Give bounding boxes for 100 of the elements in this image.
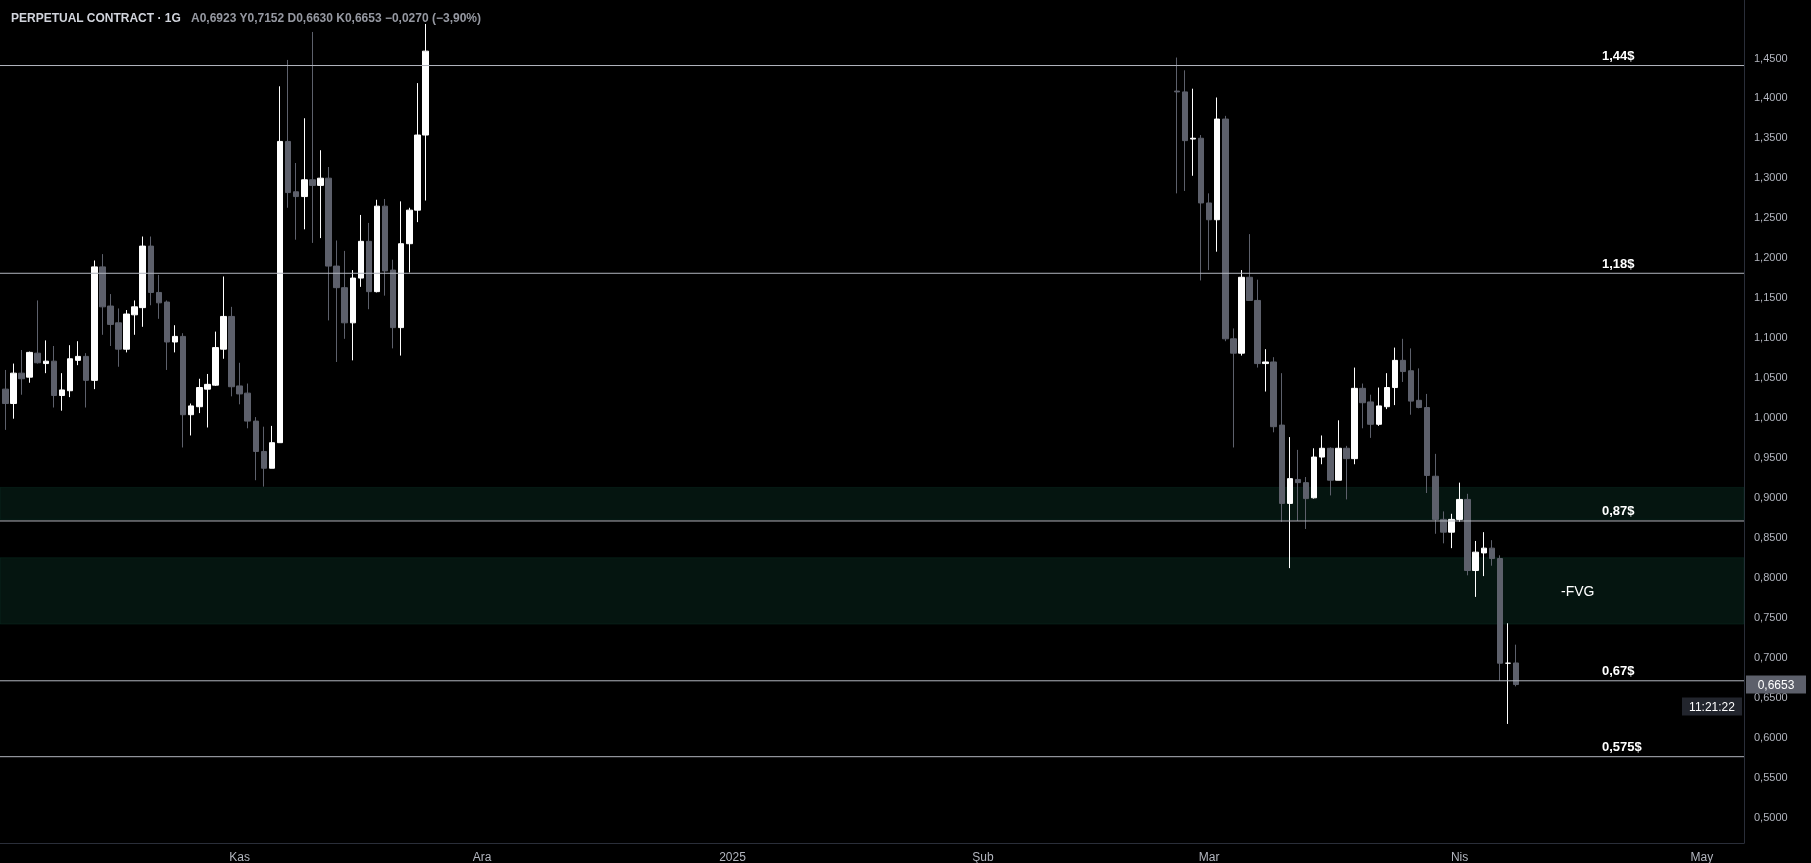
candlestick: [1416, 367, 1422, 409]
candlestick: [1376, 387, 1382, 427]
candlestick: [156, 274, 162, 320]
candlestick: [172, 324, 178, 353]
candlestick: [1238, 269, 1245, 357]
candlestick: [366, 222, 372, 310]
candlestick: [1214, 96, 1220, 253]
candlestick: [1505, 622, 1511, 725]
candlestick: [1513, 644, 1519, 687]
candlestick: [59, 372, 65, 412]
candlestick: [374, 199, 380, 293]
candlestick: [1481, 531, 1487, 577]
candlestick: [91, 259, 98, 390]
y-tick-label: 1,4500: [1754, 51, 1788, 64]
candlestick: [1392, 347, 1398, 406]
candlestick: [51, 345, 57, 409]
y-tick-label: 0,9000: [1754, 491, 1788, 504]
candlestick: [1489, 539, 1495, 567]
y-tick-label: 1,3000: [1754, 171, 1788, 184]
candlestick: [1464, 493, 1471, 576]
candlestick: [1311, 447, 1317, 500]
x-tick-label: Kas: [229, 850, 251, 863]
candlestick: [1343, 445, 1350, 500]
candlestick: [382, 198, 388, 297]
candlestick: [26, 351, 33, 384]
candlestick: [1190, 88, 1196, 177]
candlestick: [1400, 338, 1406, 383]
x-tick-label: Nis: [1450, 850, 1469, 863]
candlestick: [390, 259, 396, 349]
y-tick-label: 1,2000: [1754, 251, 1788, 264]
ref-line-label: 0,87$: [1602, 503, 1636, 519]
candlestick: [1198, 134, 1204, 281]
candlestick: [2, 369, 9, 431]
candlestick: [398, 200, 404, 357]
candlestick: [309, 31, 316, 244]
candlestick: [75, 340, 81, 366]
candlestick: [67, 344, 73, 398]
y-tick-label: 0,8500: [1754, 530, 1788, 543]
candlestick: [43, 339, 49, 374]
ref-line-label: 0,67$: [1602, 663, 1636, 679]
y-tick-label: 1,3500: [1754, 131, 1788, 144]
x-tick-label: 2025: [719, 850, 747, 863]
x-tick-label: Mar: [1198, 850, 1220, 863]
y-tick-label: 0,5500: [1754, 770, 1788, 783]
x-tick-label: Şub: [972, 850, 994, 863]
y-tick-label: 1,0500: [1754, 371, 1788, 384]
candlestick: [358, 214, 364, 288]
candlestick: [1384, 372, 1390, 410]
candlestick: [317, 149, 324, 239]
y-tick-label: 0,9500: [1754, 451, 1788, 464]
candlestick: [1335, 419, 1342, 481]
ref-line-label: 1,18$: [1602, 255, 1636, 271]
candlestick: [293, 162, 299, 241]
candlestick: [34, 299, 41, 365]
candlestick: [18, 349, 25, 396]
text: 0,6653: [1757, 677, 1795, 692]
ref-line-label: 0,575$: [1602, 739, 1643, 755]
x-tick-label: Ara: [472, 850, 492, 863]
candlestick: [1262, 348, 1269, 393]
candlestick: [1287, 436, 1293, 569]
band-label: -FVG: [1561, 582, 1595, 599]
y-tick-label: 1,2500: [1754, 211, 1788, 224]
candlestick: [1303, 476, 1309, 530]
y-tick-label: 1,1000: [1754, 331, 1788, 344]
candlestick: [1472, 540, 1479, 598]
candlestick: [1174, 57, 1180, 194]
y-tick-label: 0,6500: [1754, 690, 1788, 703]
y-tick-label: 1,1500: [1754, 291, 1788, 304]
candlestick: [1182, 69, 1188, 192]
candlestick: [180, 332, 186, 448]
text: PERPETUAL CONTRACT · 1G: [11, 11, 181, 25]
candlestick: [1408, 347, 1414, 416]
y-tick-label: 0,5000: [1754, 810, 1788, 823]
candlestick: [1327, 446, 1334, 496]
candlestick: [10, 363, 17, 420]
candlestick: [1270, 356, 1277, 433]
y-tick-label: 0,6000: [1754, 730, 1788, 743]
candlestick: [277, 85, 283, 444]
candlestick: [269, 425, 275, 469]
ref-line-label: 1,44$: [1602, 48, 1636, 64]
candlestick: [261, 426, 267, 488]
candlestick: [1424, 393, 1430, 494]
candlestick: [1206, 192, 1212, 271]
candlestick: [253, 416, 259, 481]
candlestick: [1279, 372, 1285, 523]
text: A0,6923 Y0,7152 D0,6630 K0,6653 −0,0270 (−3,90%): [191, 11, 482, 25]
y-tick-label: 0,7500: [1754, 610, 1788, 623]
candlestick: [148, 236, 154, 306]
candlestick: [1351, 367, 1358, 465]
candlestick: [301, 117, 308, 230]
candlestick: [83, 352, 89, 409]
y-tick-label: 1,4000: [1754, 91, 1788, 104]
candlestick: [285, 59, 291, 209]
y-tick-label: 0,7000: [1754, 650, 1788, 663]
candlestick: [350, 269, 356, 361]
candlestick: [1497, 554, 1503, 682]
y-tick-label: 1,0000: [1754, 411, 1788, 424]
x-tick-label: May: [1690, 850, 1714, 863]
y-tick-label: 0,8000: [1754, 570, 1788, 583]
annotation: 11:21:22: [1689, 699, 1736, 714]
